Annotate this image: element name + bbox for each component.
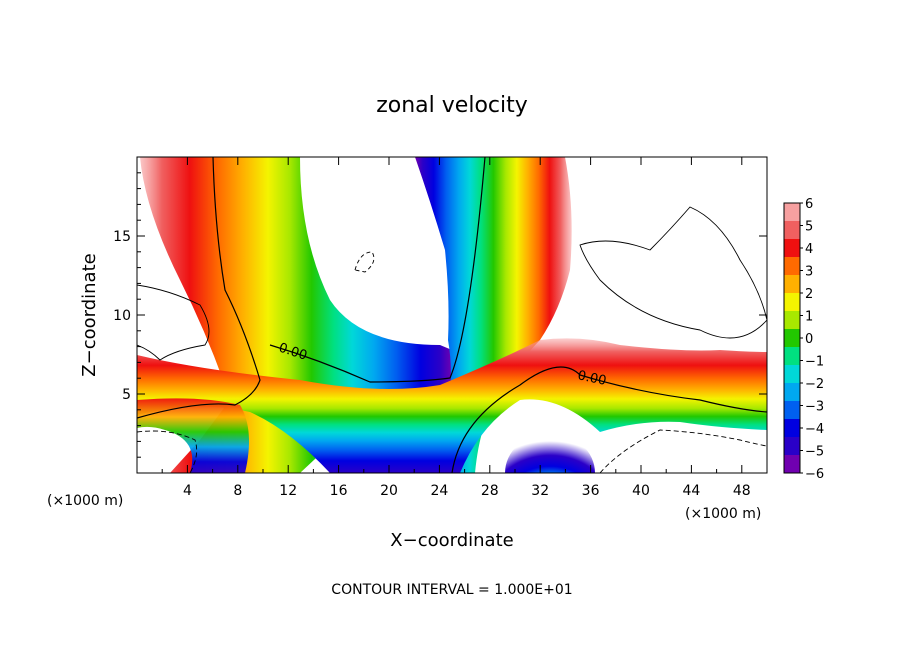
colorbar-tick-label: −1 [805,355,824,370]
colorbar-swatch [784,419,800,438]
colorbar-swatch [784,383,800,402]
dashed-contour-small [354,251,375,273]
colorbar-tick-label: −2 [805,377,824,392]
colorbar-tick-label: −5 [805,445,824,460]
velocity-field: 0.00 0.00 [137,157,767,473]
colorbar-tick-label: 0 [805,332,813,347]
colorbar-swatch [784,221,800,240]
dashed-contour-left [137,430,198,473]
colorbar-tick-label: 4 [805,242,813,257]
colorbar-swatch [784,293,800,312]
y-tick-label: 10 [113,308,131,324]
colorbar-swatch [784,203,800,222]
colorbar-tick-label: 3 [805,265,813,280]
x-tick-label: 44 [682,483,700,499]
colorbar-tick-label: 6 [805,197,813,212]
y-axis-label: Z−coordinate [79,253,100,376]
contour-interval-footer: CONTOUR INTERVAL = 1.000E+01 [331,582,572,598]
x-tick-label: 24 [430,483,448,499]
x-tick-label: 48 [733,483,751,499]
outline-left [137,284,210,361]
colorbar-tick-label: 5 [805,220,813,235]
x-tick-label: 8 [233,483,242,499]
x-tick-label: 36 [582,483,600,499]
colorbar-swatch [784,239,800,258]
outline-upper-right [579,206,767,339]
x-axis-label: X−coordinate [390,530,513,551]
colorbar: 6 5 4 3 2 1 0 −1 −2 −3 −4 −5 −6 [783,197,824,482]
x-unit-label-right: (×1000 m) [685,506,761,522]
colorbar-swatch [784,257,800,276]
dashed-contour-right [599,429,767,473]
x-tick-label: 12 [279,483,297,499]
y-axis-ticks: 5 10 15 [113,172,767,458]
colorbar-swatch [784,275,800,294]
colorbar-swatch [784,401,800,420]
colorbar-swatch [784,311,800,330]
colorbar-swatch [784,455,800,474]
x-tick-label: 16 [330,483,348,499]
x-axis-ticks: 4 8 12 16 20 24 28 32 36 40 44 48 [161,157,751,499]
y-tick-label: 15 [113,229,131,245]
colorbar-swatch [784,365,800,384]
x-tick-label: 28 [481,483,499,499]
colorbar-swatch [784,329,800,348]
x-unit-label-left: (×1000 m) [47,493,123,509]
y-tick-label: 5 [122,387,131,403]
colorbar-tick-label: −6 [805,467,824,482]
colorbar-tick-label: −4 [805,422,824,437]
x-tick-label: 40 [632,483,650,499]
x-tick-label: 32 [531,483,549,499]
chart-title: zonal velocity [376,93,528,118]
colorbar-swatch [784,347,800,366]
colorbar-swatch [784,437,800,456]
zero-contour-right [451,366,767,473]
lower-left-band [137,398,249,473]
x-tick-label: 20 [380,483,398,499]
surface-dome [505,433,595,473]
colorbar-tick-label: −3 [805,400,824,415]
contour-label-2: 0.00 [576,368,607,389]
low-level-jet [137,338,767,473]
colorbar-tick-label: 1 [805,310,813,325]
colorbar-tick-label: 2 [805,287,813,302]
x-tick-label: 4 [183,483,192,499]
zero-contour-upper [137,157,261,419]
zero-contour-jet [269,157,486,383]
